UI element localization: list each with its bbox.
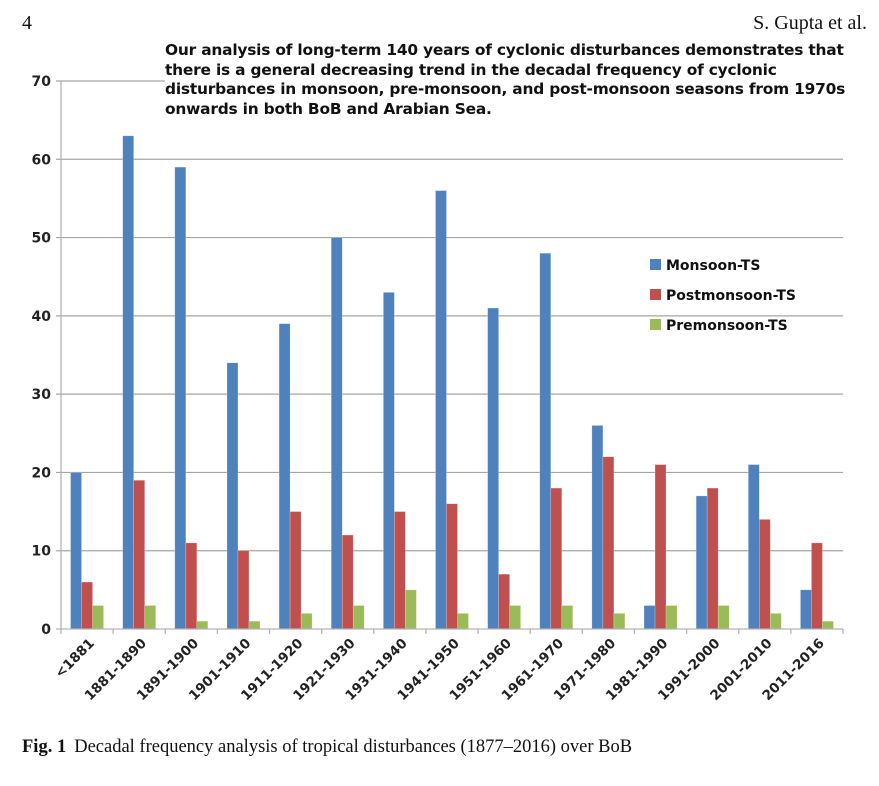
bar-postmonsoon-ts-1951-1960 [498,573,510,630]
bar-monsoon-ts-<1881 [70,472,82,630]
x-tick-label: <1881 [52,636,98,682]
y-tick-label: 0 [41,622,51,638]
bar-postmonsoon-ts-<1881 [81,581,93,630]
bar-premonsoon-ts-1941-1950 [457,613,469,630]
y-tick-label: 50 [32,231,52,247]
bar-premonsoon-ts-1931-1940 [405,589,417,630]
bar-postmonsoon-ts-1941-1950 [446,503,458,630]
bar-premonsoon-ts-1911-1920 [300,613,313,630]
legend-label: Monsoon-TS [666,258,760,274]
y-tick-label: 30 [32,387,52,403]
bar-monsoon-ts-2011-2016 [800,589,812,630]
bar-premonsoon-ts-1891-1900 [196,620,209,630]
running-head: S. Gupta et al. [753,12,867,34]
bar-premonsoon-ts-1961-1970 [561,605,574,630]
bar-postmonsoon-ts-1991-2000 [706,487,719,630]
bar-postmonsoon-ts-1961-1970 [550,487,563,630]
bar-postmonsoon-ts-1921-1930 [341,534,354,630]
bar-postmonsoon-ts-1971-1980 [602,456,615,630]
x-tick-labels: <18811881-18901891-19001901-19101911-192… [52,636,828,704]
bar-monsoon-ts-1901-1910 [226,362,239,630]
caption-label: Fig. 1 [22,737,67,757]
bar-monsoon-ts-1921-1930 [330,237,343,630]
bar-premonsoon-ts-1981-1990 [665,605,678,630]
bar-premonsoon-ts-2011-2016 [822,620,834,630]
figure-caption: Fig. 1 Decadal frequency analysis of trop… [22,737,632,758]
bar-postmonsoon-ts-2001-2010 [758,519,771,630]
bar-monsoon-ts-1981-1990 [643,605,656,630]
y-tick-labels: 0 10 20 30 40 50 60 70 [32,74,52,638]
legend-swatch-postmonsoon-ts [650,289,661,300]
bar-postmonsoon-ts-1911-1920 [289,511,302,630]
page-number: 4 [22,12,32,34]
bar-monsoon-ts-1941-1950 [435,190,447,630]
bar-monsoon-ts-1951-1960 [487,307,499,630]
bar-monsoon-ts-2001-2010 [747,464,760,630]
bar-premonsoon-ts-1881-1890 [144,605,156,630]
bar-premonsoon-ts-1991-2000 [717,605,730,630]
y-tick-label: 10 [32,544,52,560]
legend-label: Premonsoon-TS [666,318,788,334]
gridlines [56,80,843,552]
bars [70,135,834,630]
bar-monsoon-ts-1961-1970 [539,252,552,630]
bar-postmonsoon-ts-1891-1900 [185,542,198,630]
y-tick-label: 60 [32,152,52,168]
caption-text: Decadal frequency analysis of tropical d… [74,737,633,757]
bar-monsoon-ts-1931-1940 [383,292,395,630]
bar-chart: 0 10 20 30 40 50 60 70 <18811881-18901891-19001… [32,74,844,704]
bar-premonsoon-ts-2001-2010 [769,613,782,630]
bar-postmonsoon-ts-1931-1940 [394,511,406,630]
y-tick-label: 40 [32,309,52,325]
bar-postmonsoon-ts-1901-1910 [237,550,250,630]
bar-monsoon-ts-1991-2000 [695,495,708,630]
bar-premonsoon-ts-1901-1910 [248,620,261,630]
legend-swatch-premonsoon-ts [650,319,661,330]
bar-premonsoon-ts-1951-1960 [509,605,521,630]
bar-premonsoon-ts-1971-1980 [613,613,626,630]
legend-swatch-monsoon-ts [650,259,661,270]
y-tick-label: 70 [32,74,52,90]
bar-premonsoon-ts-<1881 [92,605,104,630]
annotation-text: Our analysis of long-term 140 years of c… [165,41,865,119]
bar-monsoon-ts-1891-1900 [174,166,187,630]
bar-premonsoon-ts-1921-1930 [352,605,365,630]
bar-monsoon-ts-1911-1920 [278,323,291,630]
legend: Monsoon-TS Postmonsoon-TS Premonsoon-TS [650,258,796,334]
bar-postmonsoon-ts-1881-1890 [133,479,145,630]
bar-postmonsoon-ts-2011-2016 [811,542,823,630]
bar-monsoon-ts-1881-1890 [122,135,134,630]
legend-label: Postmonsoon-TS [666,288,796,304]
y-tick-label: 20 [32,465,52,481]
axes [56,81,844,634]
bar-postmonsoon-ts-1981-1990 [654,464,667,630]
bar-monsoon-ts-1971-1980 [591,425,604,630]
